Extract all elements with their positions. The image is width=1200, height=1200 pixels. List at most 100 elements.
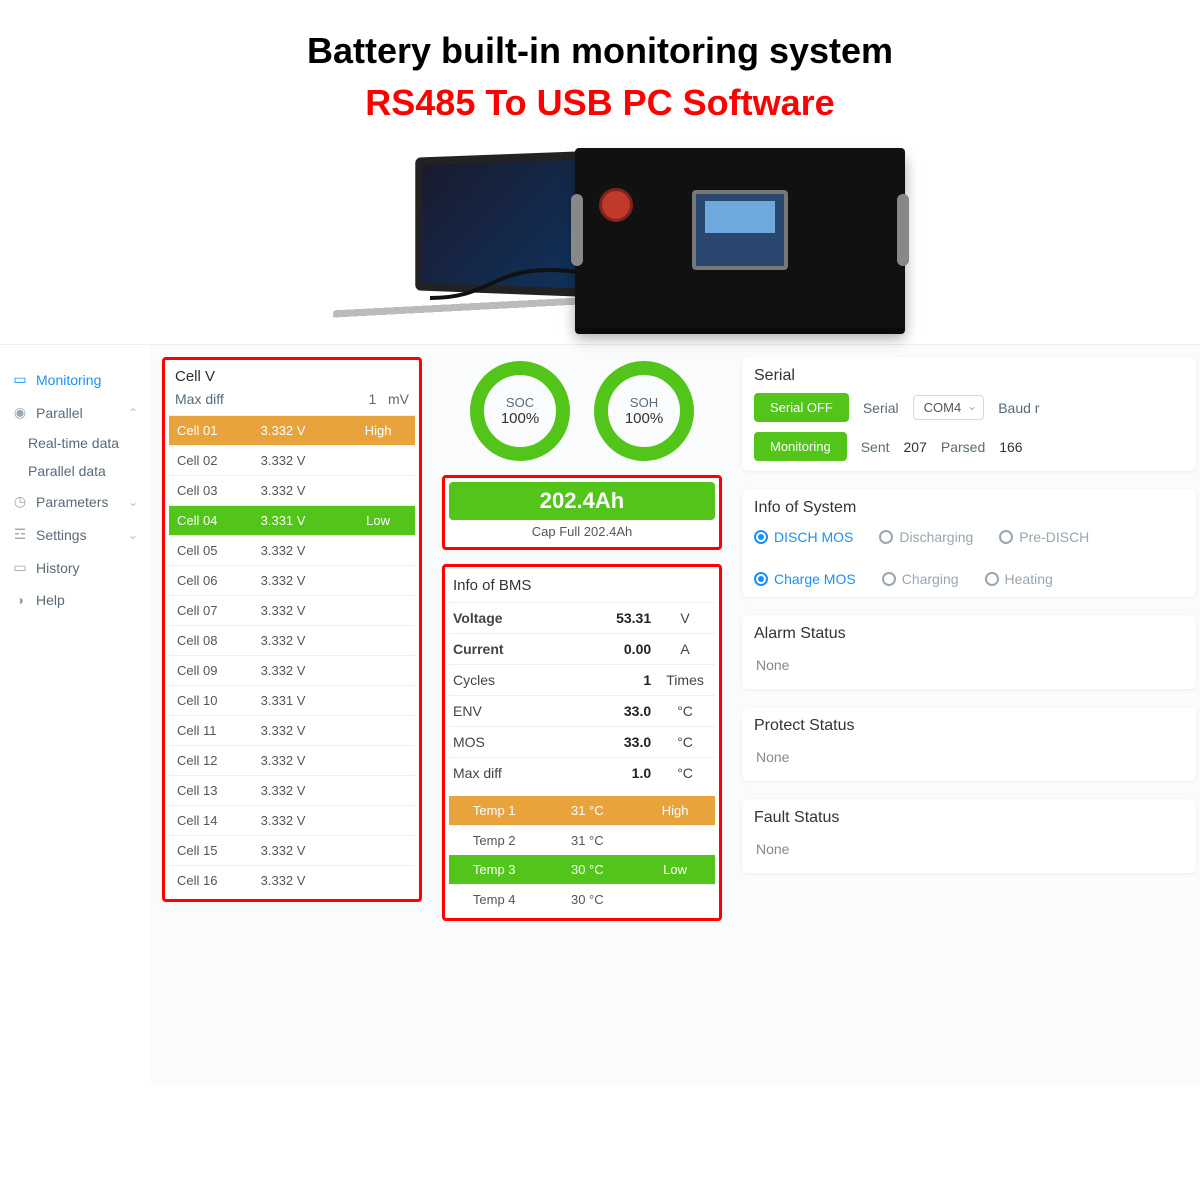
monitor-icon: ▭ <box>12 371 28 388</box>
sidebar-item-settings[interactable]: ☲ Settings⌄ <box>6 518 144 551</box>
gauges: SOC 100% SOH 100% <box>442 357 722 461</box>
cell-row: Cell 15 3.332 V <box>169 836 415 866</box>
capacity-value: 202.4Ah <box>449 482 715 520</box>
sysinfo-disch-mos[interactable]: DISCH MOS <box>754 529 853 545</box>
sidebar-item-label: Help <box>36 592 65 608</box>
sidebar-subitem-real-time-data[interactable]: Real-time data <box>6 429 144 457</box>
eye-icon: ◉ <box>12 404 28 421</box>
sysinfo-card: Info of System DISCH MOS Discharging Pre… <box>742 489 1196 597</box>
bms-value: 0.00 <box>562 634 655 665</box>
temp-name: Temp 1 <box>449 796 539 826</box>
alarm-body: None <box>754 651 1184 679</box>
hero-subtitle: RS485 To USB PC Software <box>0 82 1200 124</box>
cell-name: Cell 10 <box>169 686 253 716</box>
alarm-title: Alarm Status <box>754 625 1184 643</box>
sysinfo-pre-disch[interactable]: Pre-DISCH <box>999 529 1089 545</box>
cell-voltage: 3.332 V <box>253 596 342 626</box>
bms-title: Info of BMS <box>449 571 715 602</box>
cell-name: Cell 09 <box>169 656 253 686</box>
parsed-label: Parsed <box>941 439 985 455</box>
battery-box-icon <box>575 148 905 328</box>
bms-row: MOS 33.0 °C <box>449 727 715 758</box>
temp-row: Temp 1 31 °C High <box>449 796 715 826</box>
sidebar-item-parameters[interactable]: ◷ Parameters⌄ <box>6 485 144 518</box>
bms-value: 53.31 <box>562 603 655 634</box>
bms-value: 1 <box>562 665 655 696</box>
cell-name: Cell 14 <box>169 806 253 836</box>
cell-voltage: 3.332 V <box>253 566 342 596</box>
cell-row: Cell 06 3.332 V <box>169 566 415 596</box>
cell-name: Cell 13 <box>169 776 253 806</box>
serial-card: Serial Serial OFF Serial COM4 Baud r Mon… <box>742 357 1196 471</box>
temp-tag <box>635 826 715 856</box>
temp-name: Temp 4 <box>449 885 539 915</box>
serial-port-select[interactable]: COM4 <box>913 395 985 420</box>
app: ▭ Monitoring◉ Parallel⌃Real-time dataPar… <box>0 344 1200 1084</box>
hero: Battery built-in monitoring system RS485… <box>0 0 1200 344</box>
cell-tag <box>341 656 415 686</box>
middle-column: SOC 100% SOH 100% 202.4Ah Cap Full 202.4… <box>442 357 722 1084</box>
sidebar-item-monitoring[interactable]: ▭ Monitoring <box>6 363 144 396</box>
sysinfo-label: Charge MOS <box>774 571 856 587</box>
cells-column: Cell V Max diff 1 mV Cell 01 3.332 V Hig… <box>162 357 422 1084</box>
cell-name: Cell 16 <box>169 866 253 896</box>
sent-label: Sent <box>861 439 890 455</box>
cell-name: Cell 15 <box>169 836 253 866</box>
temp-tag <box>635 885 715 915</box>
sidebar-item-help[interactable]: ◑ Help <box>6 584 144 616</box>
sysinfo-label: Charging <box>902 571 959 587</box>
cell-tag <box>341 596 415 626</box>
protect-status-card: Protect Status None <box>742 707 1196 781</box>
cell-name: Cell 02 <box>169 446 253 476</box>
cell-voltage: 3.332 V <box>253 656 342 686</box>
bms-unit: A <box>655 634 715 665</box>
hero-title: Battery built-in monitoring system <box>0 30 1200 72</box>
cell-row: Cell 13 3.332 V <box>169 776 415 806</box>
temp-tag: Low <box>635 855 715 885</box>
monitoring-button[interactable]: Monitoring <box>754 432 847 461</box>
bms-key: Current <box>449 634 562 665</box>
cell-row: Cell 07 3.332 V <box>169 596 415 626</box>
sysinfo-charge-mos[interactable]: Charge MOS <box>754 571 856 587</box>
sysinfo-charging[interactable]: Charging <box>882 571 959 587</box>
cell-row: Cell 05 3.332 V <box>169 536 415 566</box>
radio-icon <box>754 530 768 544</box>
serial-off-button[interactable]: Serial OFF <box>754 393 849 422</box>
chevron-icon: ⌄ <box>128 528 138 542</box>
cell-tag <box>341 536 415 566</box>
cell-tag: Low <box>341 506 415 536</box>
cell-tag <box>341 836 415 866</box>
cell-voltage: 3.332 V <box>253 746 342 776</box>
sidebar-item-label: Monitoring <box>36 372 101 388</box>
cell-voltage: 3.332 V <box>253 866 342 896</box>
soc-value: 100% <box>501 410 539 427</box>
sysinfo-discharging[interactable]: Discharging <box>879 529 973 545</box>
sent-value: 207 <box>904 439 927 455</box>
cell-row: Cell 02 3.332 V <box>169 446 415 476</box>
cell-tag <box>341 476 415 506</box>
protect-body: None <box>754 743 1184 771</box>
cellv-card: Cell V Max diff 1 mV Cell 01 3.332 V Hig… <box>162 357 422 902</box>
temp-name: Temp 3 <box>449 855 539 885</box>
soh-label: SOH <box>630 395 658 410</box>
cell-voltage: 3.332 V <box>253 836 342 866</box>
cell-name: Cell 04 <box>169 506 253 536</box>
radio-icon <box>999 530 1013 544</box>
sidebar-item-parallel[interactable]: ◉ Parallel⌃ <box>6 396 144 429</box>
cell-voltage: 3.332 V <box>253 416 342 446</box>
radio-icon <box>985 572 999 586</box>
bms-key: MOS <box>449 727 562 758</box>
sidebar-item-history[interactable]: ▭ History <box>6 551 144 584</box>
cell-name: Cell 11 <box>169 716 253 746</box>
sidebar-item-label: History <box>36 560 80 576</box>
sysinfo-heating[interactable]: Heating <box>985 571 1053 587</box>
soc-gauge: SOC 100% <box>470 361 570 461</box>
sidebar-subitem-parallel-data[interactable]: Parallel data <box>6 457 144 485</box>
cell-voltage: 3.331 V <box>253 506 342 536</box>
sysinfo-title: Info of System <box>754 499 1184 517</box>
sysinfo-label: Pre-DISCH <box>1019 529 1089 545</box>
cell-voltage: 3.332 V <box>253 536 342 566</box>
cell-tag <box>341 446 415 476</box>
bms-row: ENV 33.0 °C <box>449 696 715 727</box>
cell-name: Cell 07 <box>169 596 253 626</box>
